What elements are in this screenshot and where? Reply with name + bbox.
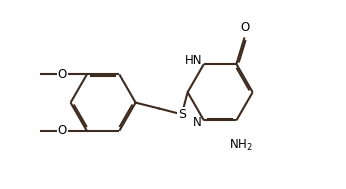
Text: NH$_2$: NH$_2$ — [229, 138, 253, 153]
Text: N: N — [192, 115, 201, 129]
Text: HN: HN — [185, 54, 202, 67]
Text: O: O — [58, 124, 67, 137]
Text: O: O — [240, 21, 249, 33]
Text: S: S — [178, 108, 186, 121]
Text: O: O — [58, 68, 67, 81]
